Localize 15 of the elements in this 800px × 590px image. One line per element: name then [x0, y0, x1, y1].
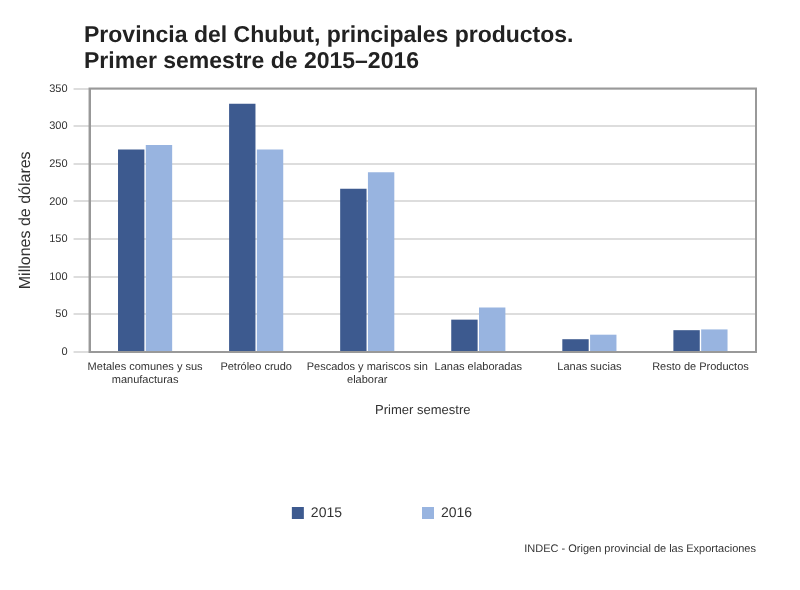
bar	[145, 145, 173, 351]
bar	[479, 307, 506, 351]
bar	[590, 334, 617, 351]
bar	[367, 172, 395, 351]
chart-title: Provincia del Chubut, principales productos.	[84, 24, 574, 50]
bar	[340, 188, 367, 351]
bar	[256, 149, 284, 351]
bar	[451, 319, 478, 351]
bar	[701, 329, 728, 351]
bar	[229, 103, 256, 351]
chart-subtitle: Primer semestre de 2015–2016	[84, 50, 422, 76]
bar	[562, 339, 589, 351]
bar	[673, 330, 700, 351]
y-axis-title: Millones de dólares	[16, 151, 35, 290]
bar	[118, 149, 145, 351]
